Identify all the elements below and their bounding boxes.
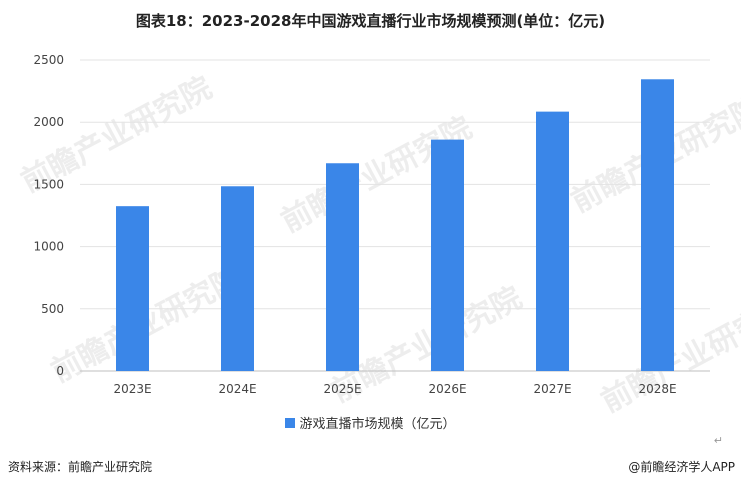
y-axis-ticks: 0 500 1000 1500 2000 2500 [33, 53, 64, 378]
bars [116, 79, 674, 372]
legend-swatch [285, 417, 296, 428]
x-tick-label: 2026E [428, 382, 466, 396]
y-tick-label: 500 [41, 302, 64, 316]
chart-title: 图表18：2023-2028年中国游戏直播行业市场规模预测(单位：亿元) [135, 12, 606, 30]
x-tick-label: 2024E [218, 382, 256, 396]
gridlines [80, 59, 710, 372]
y-tick-label: 2500 [33, 53, 64, 67]
source-note: 资料来源：前瞻产业研究院 [8, 460, 153, 474]
y-tick-label: 0 [56, 364, 64, 378]
y-tick-label: 1000 [33, 240, 64, 254]
bar-2026E [431, 139, 464, 371]
brand-note: @前瞻经济学人APP [628, 460, 735, 474]
bar-2024E [221, 186, 254, 371]
legend-label: 游戏直播市场规模（亿元） [299, 417, 456, 432]
x-tick-label: 2027E [533, 382, 571, 396]
legend: 游戏直播市场规模（亿元） [0, 413, 741, 432]
y-tick-label: 2000 [33, 115, 64, 129]
bar-chart: 0 500 1000 1500 2000 2500 2023E 2024E 2025E 2026… [33, 53, 710, 396]
bar-2027E [536, 111, 569, 371]
x-tick-label: 2025E [323, 382, 361, 396]
return-mark: ↵ [713, 434, 723, 447]
x-tick-label: 2023E [113, 382, 151, 396]
y-tick-label: 1500 [33, 177, 64, 191]
x-tick-label: 2028E [638, 382, 676, 396]
bar-2025E [326, 163, 359, 371]
x-axis-ticks: 2023E 2024E 2025E 2026E 2027E 2028E [113, 382, 676, 396]
bar-2028E [641, 79, 674, 372]
bar-2023E [116, 206, 149, 371]
